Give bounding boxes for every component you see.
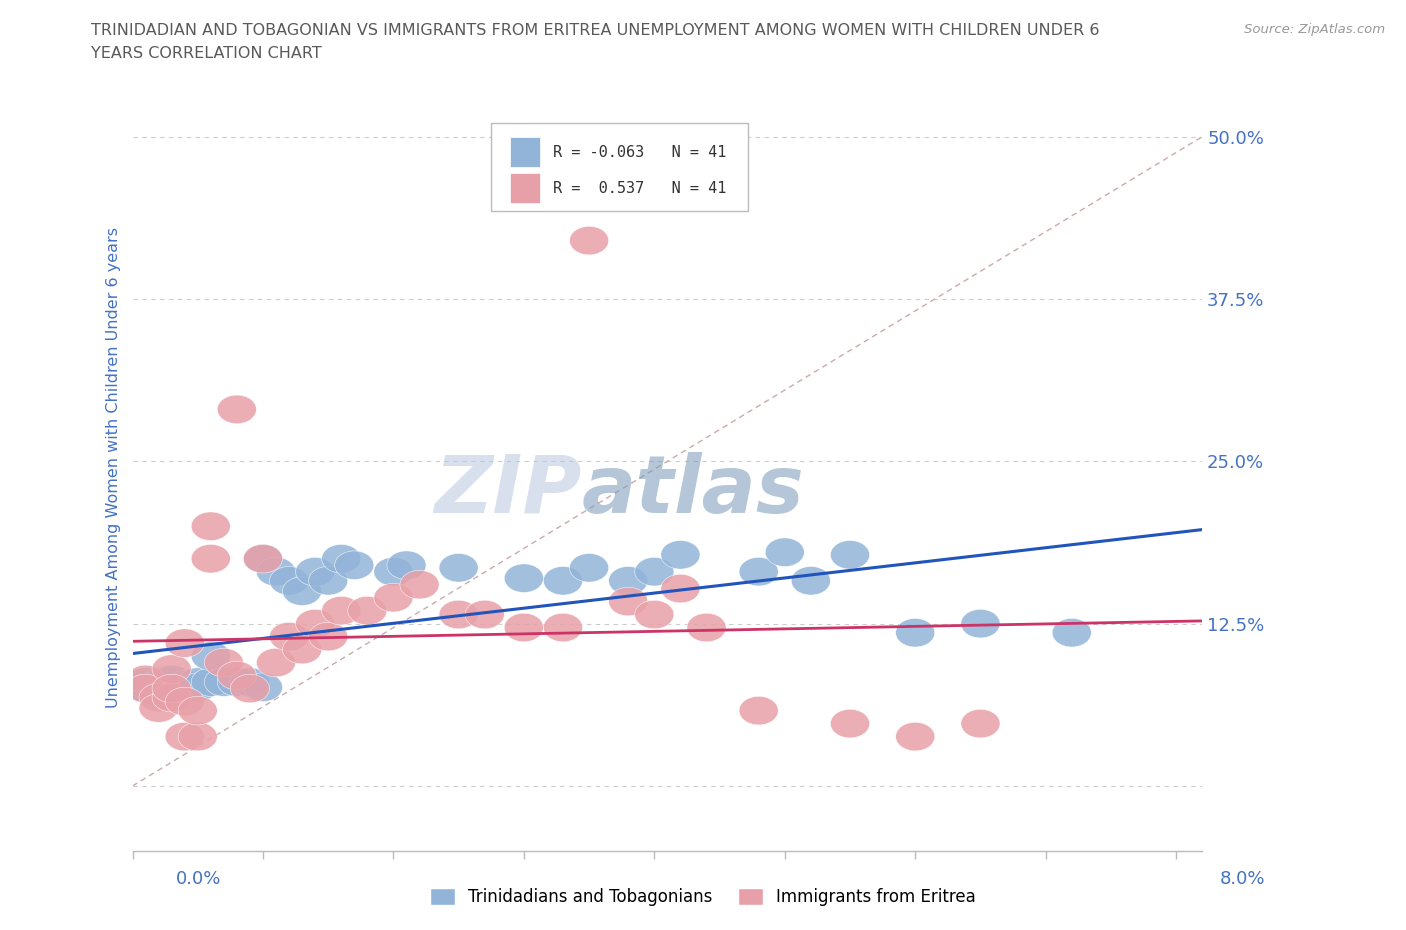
Ellipse shape <box>740 557 779 586</box>
Ellipse shape <box>439 600 478 629</box>
Ellipse shape <box>960 710 1000 737</box>
Ellipse shape <box>295 609 335 638</box>
Ellipse shape <box>792 566 831 595</box>
Ellipse shape <box>270 622 308 651</box>
Text: TRINIDADIAN AND TOBAGONIAN VS IMMIGRANTS FROM ERITREA UNEMPLOYMENT AMONG WOMEN W: TRINIDADIAN AND TOBAGONIAN VS IMMIGRANTS… <box>91 23 1099 38</box>
FancyBboxPatch shape <box>510 173 540 204</box>
Ellipse shape <box>218 395 256 424</box>
Ellipse shape <box>505 613 544 642</box>
Ellipse shape <box>295 557 335 586</box>
Ellipse shape <box>179 723 218 751</box>
Ellipse shape <box>204 668 243 697</box>
Ellipse shape <box>152 684 191 712</box>
Ellipse shape <box>179 673 218 701</box>
Ellipse shape <box>270 566 308 595</box>
Ellipse shape <box>335 551 374 579</box>
Ellipse shape <box>165 629 204 658</box>
Ellipse shape <box>256 648 295 677</box>
Ellipse shape <box>634 600 673 629</box>
Text: Source: ZipAtlas.com: Source: ZipAtlas.com <box>1244 23 1385 36</box>
Ellipse shape <box>609 587 648 616</box>
Ellipse shape <box>465 600 505 629</box>
Ellipse shape <box>609 566 648 595</box>
Ellipse shape <box>165 687 204 716</box>
Ellipse shape <box>308 622 347 651</box>
Ellipse shape <box>322 544 361 573</box>
Ellipse shape <box>322 596 361 625</box>
Ellipse shape <box>139 684 179 712</box>
Ellipse shape <box>165 673 204 701</box>
Ellipse shape <box>191 642 231 671</box>
Ellipse shape <box>634 557 673 586</box>
Ellipse shape <box>831 540 869 569</box>
Ellipse shape <box>179 668 218 697</box>
Ellipse shape <box>243 544 283 573</box>
Ellipse shape <box>505 564 544 592</box>
Ellipse shape <box>544 566 582 595</box>
Ellipse shape <box>740 697 779 724</box>
Ellipse shape <box>152 668 191 697</box>
Ellipse shape <box>139 694 179 723</box>
Ellipse shape <box>765 538 804 566</box>
Ellipse shape <box>347 596 387 625</box>
Ellipse shape <box>399 570 439 599</box>
Ellipse shape <box>387 551 426 579</box>
Ellipse shape <box>308 566 347 595</box>
Text: YEARS CORRELATION CHART: YEARS CORRELATION CHART <box>91 46 322 60</box>
Ellipse shape <box>1052 618 1091 647</box>
Text: 8.0%: 8.0% <box>1220 870 1265 887</box>
Text: R = -0.063   N = 41: R = -0.063 N = 41 <box>553 145 727 160</box>
Ellipse shape <box>165 723 204 751</box>
Ellipse shape <box>139 671 179 699</box>
Ellipse shape <box>139 678 179 707</box>
Ellipse shape <box>127 674 165 703</box>
Ellipse shape <box>152 673 191 701</box>
Ellipse shape <box>152 674 191 703</box>
Ellipse shape <box>569 226 609 255</box>
Text: ZIP: ZIP <box>434 452 582 530</box>
Y-axis label: Unemployment Among Women with Children Under 6 years: Unemployment Among Women with Children U… <box>107 227 121 709</box>
Ellipse shape <box>896 723 935 751</box>
Ellipse shape <box>179 697 218 724</box>
FancyBboxPatch shape <box>491 123 748 211</box>
Ellipse shape <box>218 661 256 690</box>
Ellipse shape <box>831 710 869 737</box>
Text: atlas: atlas <box>582 452 804 530</box>
Text: R =  0.537   N = 41: R = 0.537 N = 41 <box>553 180 727 195</box>
Ellipse shape <box>191 668 231 697</box>
Ellipse shape <box>661 575 700 603</box>
Ellipse shape <box>127 668 165 697</box>
Ellipse shape <box>283 635 322 664</box>
Ellipse shape <box>127 674 165 703</box>
Legend: Trinidadians and Tobagonians, Immigrants from Eritrea: Trinidadians and Tobagonians, Immigrants… <box>423 881 983 912</box>
Ellipse shape <box>544 613 582 642</box>
Text: 0.0%: 0.0% <box>176 870 221 887</box>
Ellipse shape <box>152 665 191 694</box>
Ellipse shape <box>569 553 609 582</box>
Ellipse shape <box>165 671 204 699</box>
Ellipse shape <box>191 544 231 573</box>
Ellipse shape <box>896 618 935 647</box>
Ellipse shape <box>374 557 413 586</box>
Ellipse shape <box>688 613 725 642</box>
Ellipse shape <box>191 512 231 540</box>
Ellipse shape <box>204 648 243 677</box>
Ellipse shape <box>256 557 295 586</box>
Ellipse shape <box>231 668 270 697</box>
Ellipse shape <box>127 665 165 694</box>
Ellipse shape <box>231 674 270 703</box>
Ellipse shape <box>283 577 322 605</box>
Ellipse shape <box>661 540 700 569</box>
Ellipse shape <box>243 544 283 573</box>
Ellipse shape <box>152 655 191 684</box>
Ellipse shape <box>243 673 283 701</box>
Ellipse shape <box>218 668 256 697</box>
FancyBboxPatch shape <box>510 137 540 167</box>
Ellipse shape <box>374 583 413 612</box>
Ellipse shape <box>960 609 1000 638</box>
Ellipse shape <box>439 553 478 582</box>
